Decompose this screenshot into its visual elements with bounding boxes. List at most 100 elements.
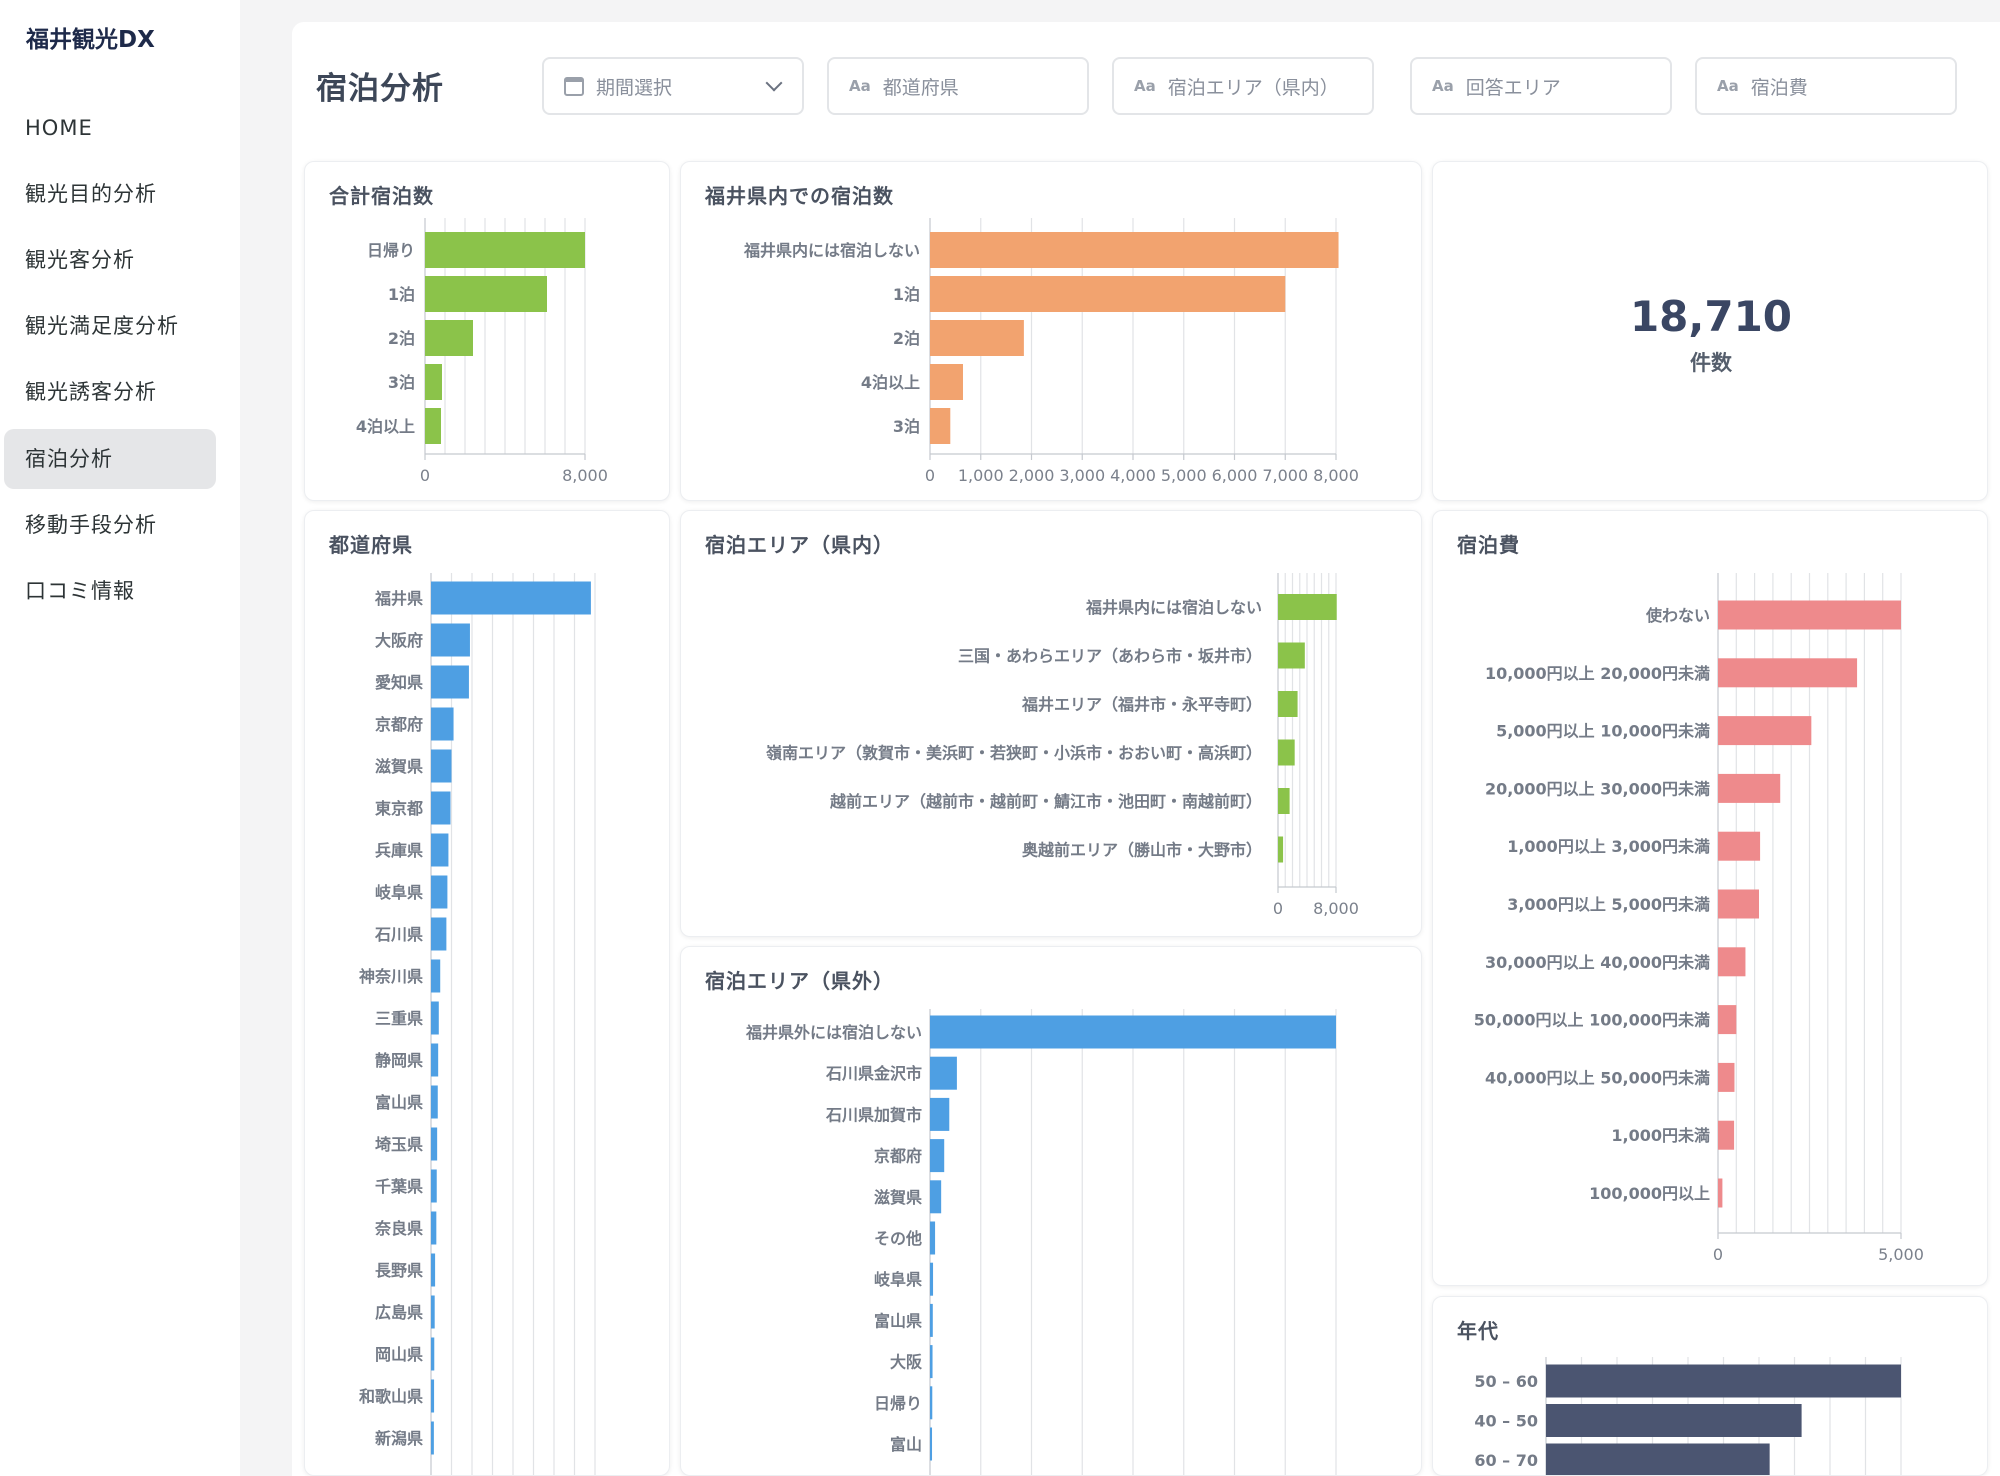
card-area-out: 宿泊エリア（県外） 福井県外には宿泊しない 石川県金沢市 石川県加賀市 京都府 滋賀県そ…	[680, 946, 1422, 1476]
sidebar-item-reviews[interactable]: 口コミ情報	[25, 579, 135, 603]
bar[interactable]	[431, 791, 451, 825]
bar[interactable]	[431, 1211, 437, 1245]
tick-label: 8,000	[1313, 899, 1359, 918]
bar[interactable]	[930, 276, 1286, 312]
card-kpi-count: 18,710 件数	[1432, 161, 1988, 501]
bar[interactable]	[431, 1001, 439, 1035]
bar[interactable]	[1278, 788, 1290, 814]
category-label: 奥越前エリア（勝山市・大野市）	[1022, 841, 1262, 860]
bar[interactable]	[431, 1253, 436, 1287]
bar[interactable]	[930, 1386, 933, 1420]
bar[interactable]	[1718, 1178, 1723, 1208]
bar[interactable]	[431, 581, 591, 615]
calendar-icon	[564, 76, 584, 96]
bar[interactable]	[1546, 1364, 1901, 1398]
bar[interactable]	[425, 320, 473, 356]
bar[interactable]	[1278, 836, 1284, 863]
bar[interactable]	[1718, 1005, 1737, 1035]
text-aa-icon: Aa	[1134, 77, 1156, 95]
bar[interactable]	[930, 320, 1024, 356]
bar[interactable]	[930, 1180, 942, 1214]
brand-logo-text[interactable]: 福井観光DX	[26, 27, 155, 53]
bar[interactable]	[425, 408, 441, 444]
bar[interactable]	[431, 623, 470, 657]
prefecture-filter[interactable]: Aa 都道府県	[827, 57, 1089, 115]
card-title: 年代	[1457, 1319, 1499, 1343]
bar[interactable]	[930, 1262, 934, 1296]
category-label: 静岡県	[375, 1051, 423, 1070]
sidebar-item-visitor-analysis[interactable]: 観光客分析	[25, 248, 135, 272]
sidebar-item-purpose-analysis[interactable]: 観光目的分析	[25, 182, 157, 206]
bar[interactable]	[431, 1421, 434, 1455]
bar[interactable]	[431, 917, 447, 951]
category-label: 兵庫県	[375, 841, 423, 860]
bar[interactable]	[930, 1427, 933, 1461]
category-label: 3,000円以上 5,000円未満	[1507, 895, 1710, 914]
bar[interactable]	[1546, 1404, 1802, 1437]
lodging-area-in-filter[interactable]: Aa 宿泊エリア（県内）	[1112, 57, 1374, 115]
sidebar-item-lodging-analysis[interactable]: 宿泊分析	[4, 429, 216, 489]
bar[interactable]	[425, 364, 442, 400]
bar[interactable]	[1718, 831, 1761, 861]
bar[interactable]	[431, 1169, 437, 1203]
bar[interactable]	[431, 1295, 435, 1329]
bar[interactable]	[930, 232, 1339, 268]
bar[interactable]	[431, 665, 469, 699]
bar[interactable]	[1278, 642, 1305, 669]
bar[interactable]	[1718, 947, 1746, 977]
bar[interactable]	[431, 1379, 435, 1413]
bar[interactable]	[1718, 600, 1901, 630]
bar[interactable]	[1718, 658, 1858, 688]
bar[interactable]	[930, 1056, 957, 1090]
bar[interactable]	[930, 1097, 950, 1131]
sidebar-item-transport-analysis[interactable]: 移動手段分析	[25, 513, 157, 537]
category-label: 日帰り	[367, 241, 415, 260]
category-label: 嶺南エリア（敦賀市・美浜町・若狭町・小浜市・おおい町・高浜町）	[766, 744, 1262, 763]
answer-area-filter[interactable]: Aa 回答エリア	[1410, 57, 1672, 115]
bar[interactable]	[930, 1303, 933, 1337]
sidebar-item-satisfaction-analysis[interactable]: 観光満足度分析	[25, 314, 179, 338]
bar[interactable]	[1278, 594, 1337, 620]
bar[interactable]	[1718, 716, 1812, 746]
period-select-dropdown[interactable]: 期間選択	[542, 57, 804, 115]
bar[interactable]	[930, 1221, 936, 1255]
bar[interactable]	[431, 707, 454, 741]
bar[interactable]	[930, 1139, 945, 1173]
chevron-down-icon	[765, 74, 783, 92]
bar[interactable]	[431, 875, 448, 909]
card-title: 宿泊費	[1457, 533, 1520, 557]
bar[interactable]	[1718, 889, 1759, 919]
bar[interactable]	[431, 833, 449, 867]
category-label: 福井県内には宿泊しない	[743, 241, 920, 260]
category-label: 1,000円以上 3,000円未満	[1507, 837, 1710, 856]
lodging-cost-filter[interactable]: Aa 宿泊費	[1695, 57, 1957, 115]
bar[interactable]	[431, 1127, 438, 1161]
bar[interactable]	[1278, 739, 1295, 766]
bar[interactable]	[1278, 691, 1298, 717]
bar[interactable]	[431, 1337, 435, 1371]
category-label: 60 – 70	[1474, 1451, 1538, 1470]
bar[interactable]	[425, 276, 547, 312]
bar[interactable]	[1718, 1120, 1735, 1150]
bar[interactable]	[431, 1085, 438, 1119]
bar[interactable]	[431, 959, 441, 993]
bar[interactable]	[1718, 773, 1781, 803]
category-label: 石川県加賀市	[825, 1105, 922, 1124]
sidebar-item-home[interactable]: HOME	[25, 116, 93, 140]
card-title: 都道府県	[329, 533, 413, 557]
bar[interactable]	[930, 1015, 1336, 1049]
tick-label: 7,000	[1262, 466, 1308, 485]
bar[interactable]	[930, 364, 963, 400]
category-label: 広島県	[375, 1303, 423, 1322]
bar[interactable]	[425, 232, 585, 268]
sidebar-item-attraction-analysis[interactable]: 観光誘客分析	[25, 380, 157, 404]
bar[interactable]	[1546, 1443, 1770, 1476]
tick-label: 0	[1713, 1245, 1723, 1264]
filter-label: 都道府県	[882, 76, 959, 99]
bar[interactable]	[930, 408, 951, 444]
bar[interactable]	[431, 1043, 439, 1077]
category-label: 4泊以上	[356, 417, 415, 436]
bar[interactable]	[930, 1345, 933, 1379]
bar[interactable]	[1718, 1062, 1735, 1092]
bar[interactable]	[431, 749, 452, 783]
